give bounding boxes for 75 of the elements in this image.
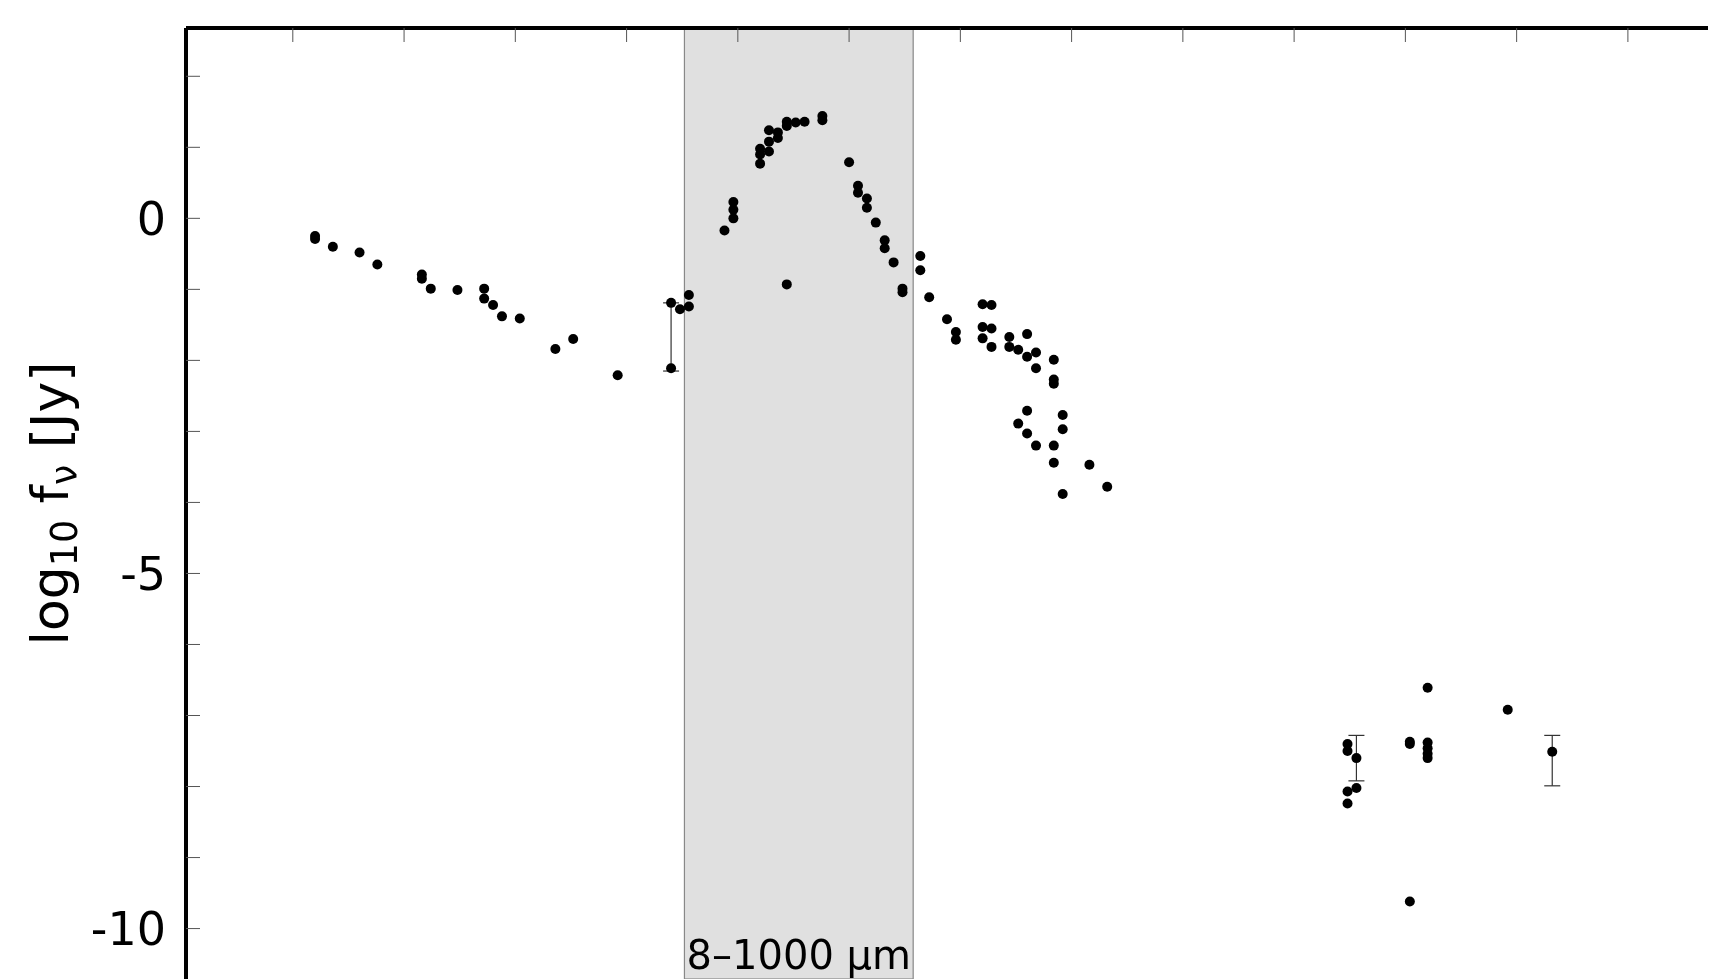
point: [942, 314, 952, 325]
point: [1048, 457, 1059, 468]
point: [1031, 363, 1042, 374]
point: [674, 304, 685, 315]
point: [1048, 354, 1059, 365]
point: [1422, 682, 1433, 693]
point: [861, 202, 872, 213]
point: [924, 292, 935, 303]
point: [728, 213, 739, 224]
y-tick-label: 0: [136, 191, 166, 246]
point: [1031, 440, 1042, 451]
point: [354, 247, 365, 258]
point: [763, 146, 774, 157]
y-tick-label: -5: [120, 546, 166, 601]
point: [1022, 405, 1033, 416]
point: [452, 285, 463, 296]
point: [1057, 488, 1068, 499]
point: [844, 157, 855, 168]
point: [1013, 418, 1024, 429]
point: [781, 279, 792, 290]
point: [915, 265, 926, 276]
point: [986, 299, 997, 310]
point: [1351, 782, 1362, 793]
point: [1102, 481, 1113, 492]
point: [1057, 424, 1068, 435]
point: [550, 344, 561, 355]
point: [372, 259, 383, 270]
point: [1031, 347, 1042, 358]
point: [977, 299, 988, 310]
point: [719, 225, 730, 236]
point: [1502, 704, 1513, 715]
point: [666, 363, 677, 374]
point: [1084, 459, 1095, 470]
point: [496, 311, 507, 322]
point: [425, 283, 436, 294]
point: [888, 257, 899, 268]
y-tick-label: -10: [90, 901, 166, 956]
point: [1022, 351, 1033, 362]
point: [861, 193, 872, 204]
point: [479, 283, 490, 294]
point: [1404, 896, 1415, 907]
point: [683, 290, 694, 301]
point: [763, 136, 774, 147]
point: [799, 116, 810, 127]
point: [666, 297, 677, 308]
point: [514, 313, 525, 324]
point: [1057, 410, 1068, 421]
point: [1022, 329, 1033, 340]
point: [612, 370, 623, 381]
point: [1547, 746, 1558, 757]
point: [683, 301, 694, 312]
point: [879, 243, 890, 254]
point: [1004, 331, 1015, 342]
point: [977, 322, 988, 333]
point: [790, 117, 801, 128]
point: [568, 334, 579, 345]
point: [479, 293, 490, 304]
point: [986, 323, 997, 334]
point: [915, 250, 926, 261]
point: [1048, 440, 1059, 451]
point: [977, 333, 988, 344]
point: [755, 158, 766, 169]
point: [870, 217, 881, 228]
point: [488, 299, 499, 310]
point: [986, 341, 997, 352]
point: [327, 241, 338, 252]
point: [1342, 746, 1353, 757]
annotation: 8–1000 μm: [686, 932, 911, 978]
point: [1022, 428, 1033, 439]
point: [1342, 786, 1353, 797]
point: [763, 125, 774, 136]
point: [1004, 341, 1015, 352]
point: [1342, 798, 1353, 809]
point: [1351, 753, 1362, 764]
point: [1013, 344, 1024, 355]
